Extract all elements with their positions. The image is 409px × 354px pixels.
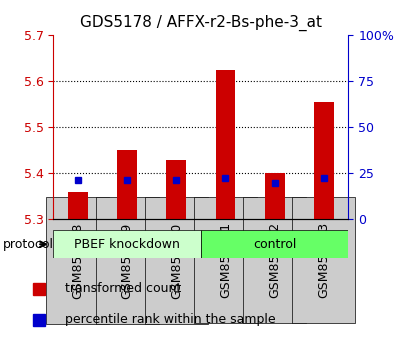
Text: transformed count: transformed count [65,282,181,295]
Bar [166,160,186,219]
Bar [313,102,333,219]
Title: GDS5178 / AFFX-r2-Bs-phe-3_at: GDS5178 / AFFX-r2-Bs-phe-3_at [80,15,321,31]
FancyBboxPatch shape [53,230,200,258]
Text: protocol: protocol [3,238,54,251]
Bar [117,150,137,219]
Bar [264,173,284,219]
Bar [68,192,88,219]
Text: PBEF knockdown: PBEF knockdown [74,238,180,251]
Bar [215,70,235,219]
Text: control: control [252,238,296,251]
FancyBboxPatch shape [200,230,348,258]
Text: percentile rank within the sample: percentile rank within the sample [65,313,275,326]
